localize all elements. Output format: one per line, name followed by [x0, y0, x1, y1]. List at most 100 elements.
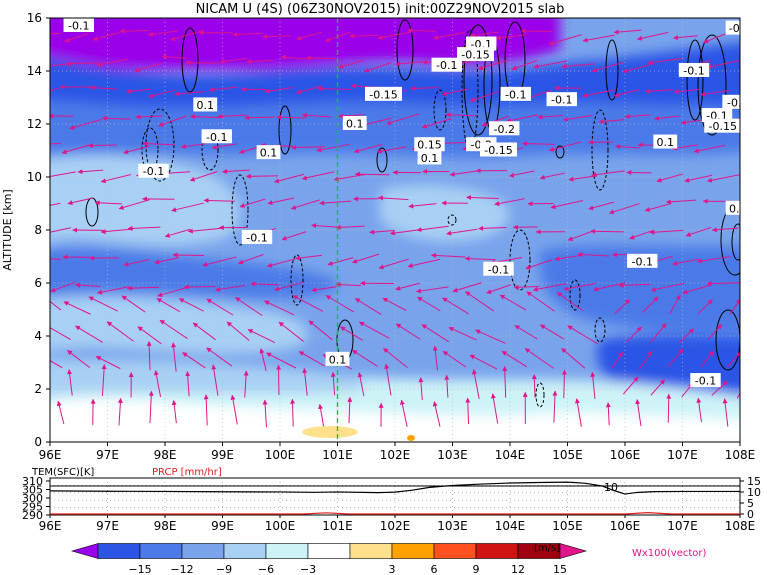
wind-vector	[470, 91, 499, 102]
wind-vector	[77, 169, 104, 175]
wind-vector	[69, 119, 102, 130]
wind-vector	[67, 197, 93, 206]
wind-vector	[259, 348, 267, 371]
wind-vector	[96, 58, 129, 67]
wind-vector	[582, 34, 615, 43]
contour-label: -0.1	[68, 19, 89, 32]
contour-label-box	[480, 142, 517, 157]
wind-vector	[125, 88, 151, 94]
wind-vector	[506, 114, 538, 123]
y-tick-label: 2	[34, 382, 42, 396]
wind-vector	[178, 298, 204, 312]
wind-vector	[532, 283, 567, 292]
contour-label: 0.1	[421, 152, 439, 165]
wind-vector	[330, 371, 336, 396]
wind-vector	[338, 60, 364, 69]
contour-label-box	[725, 200, 740, 215]
wind-vector	[539, 172, 566, 180]
contour-label-box	[546, 92, 577, 107]
wind-vector	[672, 258, 700, 266]
wind-vector	[624, 113, 651, 119]
wind-vector	[711, 227, 739, 233]
surface-x-axis: 96E 97E 98E 99E 100E 101E 102E 103E 104E 105E 106E…	[39, 515, 755, 533]
wind-vector	[94, 200, 122, 206]
wind-vector	[399, 399, 408, 427]
wind-vector	[550, 199, 584, 210]
wind-vector	[389, 229, 420, 236]
contour-dashed	[591, 109, 609, 191]
wind-vector	[127, 285, 160, 291]
wind-vector	[537, 114, 564, 120]
wind-vector	[588, 201, 614, 211]
contour-label-box	[653, 134, 678, 149]
surface-x-tick-label: 98E	[154, 519, 177, 533]
contour-label: -0.1	[551, 94, 572, 107]
wind-vector	[673, 35, 698, 41]
surface-x-tick-label: 105E	[552, 519, 583, 533]
wind-vector	[63, 301, 91, 315]
wind-vector	[159, 319, 188, 340]
wind-vector	[706, 174, 740, 183]
contour-solid	[396, 19, 414, 81]
chart-title: NICAM U (4S) (06Z30NOV2015) init:00Z29NO…	[196, 2, 565, 17]
contour-label: -0.1	[206, 131, 227, 144]
wind-vector	[219, 57, 248, 65]
wind-vector	[406, 28, 436, 34]
wind-vector	[649, 229, 684, 235]
wind-vector	[421, 118, 453, 129]
contour-label: -0.15	[461, 49, 489, 62]
wind-vector	[700, 89, 731, 97]
wind-vector	[123, 259, 149, 267]
wind-vector	[50, 143, 61, 145]
wind-vector	[685, 226, 712, 237]
wind-vector	[67, 369, 73, 396]
wind-vector	[232, 31, 264, 37]
wind-vector	[290, 144, 325, 150]
y-tick-label: 12	[27, 117, 42, 131]
wind-vector	[66, 61, 100, 67]
wind-vector	[206, 298, 234, 316]
wind-vector	[306, 55, 335, 61]
y-tick-label: 14	[27, 64, 42, 78]
wind-vector	[64, 32, 90, 43]
wind-vector	[117, 397, 123, 426]
wind-vector	[335, 282, 361, 288]
wind-vector	[666, 393, 672, 423]
wind-vector	[444, 374, 450, 398]
contour-label: -0.15	[369, 88, 397, 101]
wind-vector	[353, 144, 383, 154]
contour-label: -0.1	[488, 263, 509, 276]
surface-x-tick-label: 107E	[667, 519, 698, 533]
wind-vector	[502, 366, 508, 398]
wind-vector	[239, 198, 266, 208]
contour-label-box	[704, 118, 740, 133]
shade-light-mid	[380, 184, 509, 242]
wind-vector	[548, 34, 582, 46]
contour-solid	[181, 27, 199, 93]
wind-vector	[525, 259, 553, 270]
wind-vector	[354, 171, 390, 177]
wind-vector	[650, 282, 685, 292]
wind-vector	[280, 54, 307, 60]
colorbar-left-arrow	[70, 543, 99, 559]
contour-label: -0.15	[709, 120, 737, 133]
wind-vector	[338, 113, 364, 119]
wind-vector	[192, 322, 216, 341]
wind-vector	[357, 372, 365, 397]
wind-vector	[106, 321, 134, 342]
wind-vector	[548, 141, 581, 152]
wind-vector	[187, 227, 221, 234]
wind-vector	[499, 294, 527, 311]
wind-vector	[650, 323, 667, 343]
contour-label: 0.1	[657, 136, 675, 149]
wind-vector	[490, 393, 499, 424]
wind-vector	[466, 194, 499, 200]
colorbar-segment	[181, 543, 225, 559]
contour-label: 0.15	[417, 139, 442, 152]
contour-label-box	[414, 137, 445, 152]
contour-solid	[686, 39, 704, 121]
wind-vector	[613, 29, 642, 35]
contour-label-box	[722, 94, 740, 109]
wind-vector	[618, 282, 651, 288]
wind-vector	[262, 34, 292, 40]
